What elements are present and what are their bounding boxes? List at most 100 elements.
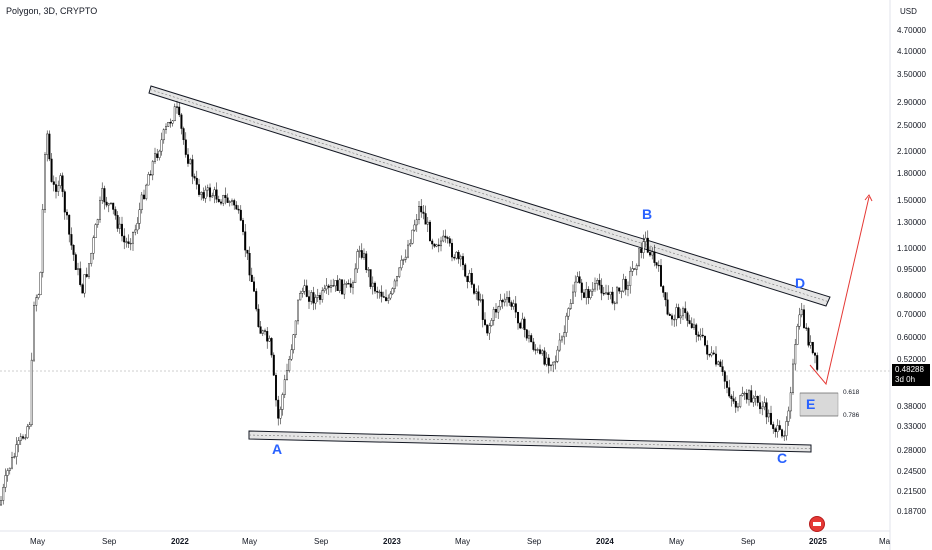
candle-body — [41, 209, 44, 273]
time-axis-tick: Sep — [314, 537, 329, 546]
candle-body — [756, 396, 759, 403]
candle-body — [534, 349, 537, 351]
candle-body — [48, 133, 51, 160]
candle-body — [275, 375, 278, 401]
candle-body — [748, 390, 751, 400]
candle-body — [33, 305, 36, 361]
candle-body — [13, 456, 16, 458]
candle-body — [455, 251, 458, 259]
chart-title: Polygon, 3D, CRYPTO — [6, 6, 98, 16]
candle-body — [94, 224, 97, 239]
candle-body — [576, 276, 579, 283]
candle-body — [638, 248, 641, 266]
candle-body — [433, 243, 436, 247]
time-axis-tick: 2025 — [809, 537, 827, 546]
candle-body — [215, 189, 218, 200]
candle-body — [583, 292, 586, 298]
price-axis-tick: 0.70000 — [897, 310, 926, 319]
candle-body — [224, 195, 227, 199]
price-axis-tick: 0.60000 — [897, 333, 926, 342]
candle-body — [693, 324, 696, 328]
candle-body — [642, 241, 645, 253]
candle-body — [717, 361, 720, 365]
candle-body — [424, 213, 427, 225]
price-axis-tick: 0.95000 — [897, 265, 926, 274]
candle-body — [57, 185, 60, 192]
candle-body — [116, 215, 119, 229]
candle-body — [270, 338, 273, 356]
candle-body — [594, 283, 597, 290]
time-axis-tick: May — [455, 537, 471, 546]
candle-body — [6, 470, 9, 476]
candle-body — [675, 307, 678, 320]
candle-body — [98, 200, 101, 220]
candle-body — [704, 335, 707, 346]
candle-body — [677, 307, 680, 319]
candle-body — [19, 436, 22, 441]
candle-body — [633, 268, 636, 270]
candle-body — [668, 313, 671, 316]
candle-body — [501, 300, 504, 303]
candle-body — [605, 292, 608, 295]
projection-arrow-head — [864, 194, 873, 202]
candle-body — [690, 323, 693, 328]
candle-body — [26, 426, 29, 438]
candle-body — [114, 209, 117, 216]
candle-body — [649, 252, 652, 256]
candle-body — [233, 200, 236, 206]
price-axis-tick: 0.38000 — [897, 402, 926, 411]
candle-body — [739, 395, 742, 407]
candle-body — [237, 208, 240, 211]
candle-body — [585, 289, 588, 298]
us-flag-icon[interactable] — [809, 516, 825, 532]
candle-body — [484, 319, 487, 325]
candle-body — [492, 309, 495, 321]
time-axis-tick: May — [30, 537, 46, 546]
candle-body — [160, 139, 163, 152]
candle-body — [385, 297, 388, 301]
wave-label-a: A — [272, 441, 283, 457]
candle-body — [473, 284, 476, 294]
candle-body — [101, 188, 104, 201]
candle-body — [153, 153, 156, 162]
candle-body — [776, 425, 779, 432]
candle-body — [618, 287, 621, 292]
candle-body — [341, 279, 344, 295]
candle-body — [620, 290, 623, 292]
candle-body — [343, 283, 346, 295]
candle-body — [191, 159, 194, 177]
time-axis-tick: Sep — [102, 537, 117, 546]
descending-resistance-band[interactable] — [148, 85, 831, 307]
currency-label[interactable]: USD — [900, 7, 917, 16]
candle-body — [301, 291, 304, 294]
candle-body — [679, 315, 682, 319]
candle-body — [591, 288, 594, 292]
candle-body — [589, 290, 592, 299]
wave-label-c: C — [777, 450, 788, 466]
wave-label-e: E — [806, 396, 816, 412]
price-axis-tick: 0.52000 — [897, 355, 926, 364]
candle-body — [569, 302, 572, 309]
candle-body — [211, 195, 214, 198]
candle-body — [580, 282, 583, 293]
candle-body — [635, 265, 638, 270]
candle-body — [814, 352, 817, 356]
candle-body — [178, 106, 181, 116]
candle-body — [44, 154, 47, 210]
candle-body — [171, 120, 174, 124]
candle-body — [721, 366, 724, 372]
candle-body — [252, 281, 255, 292]
candle-body — [811, 341, 814, 354]
candle-body — [627, 285, 630, 290]
candle-body — [545, 357, 548, 365]
candle-body — [107, 203, 110, 206]
candle-body — [288, 359, 291, 371]
candle-body — [719, 361, 722, 367]
candle-body — [578, 276, 581, 284]
candle-body — [763, 402, 766, 408]
time-axis-tick: 2024 — [596, 537, 614, 546]
candle-body — [451, 242, 454, 258]
projection-arrow[interactable] — [809, 196, 870, 386]
candle-body — [74, 254, 77, 270]
